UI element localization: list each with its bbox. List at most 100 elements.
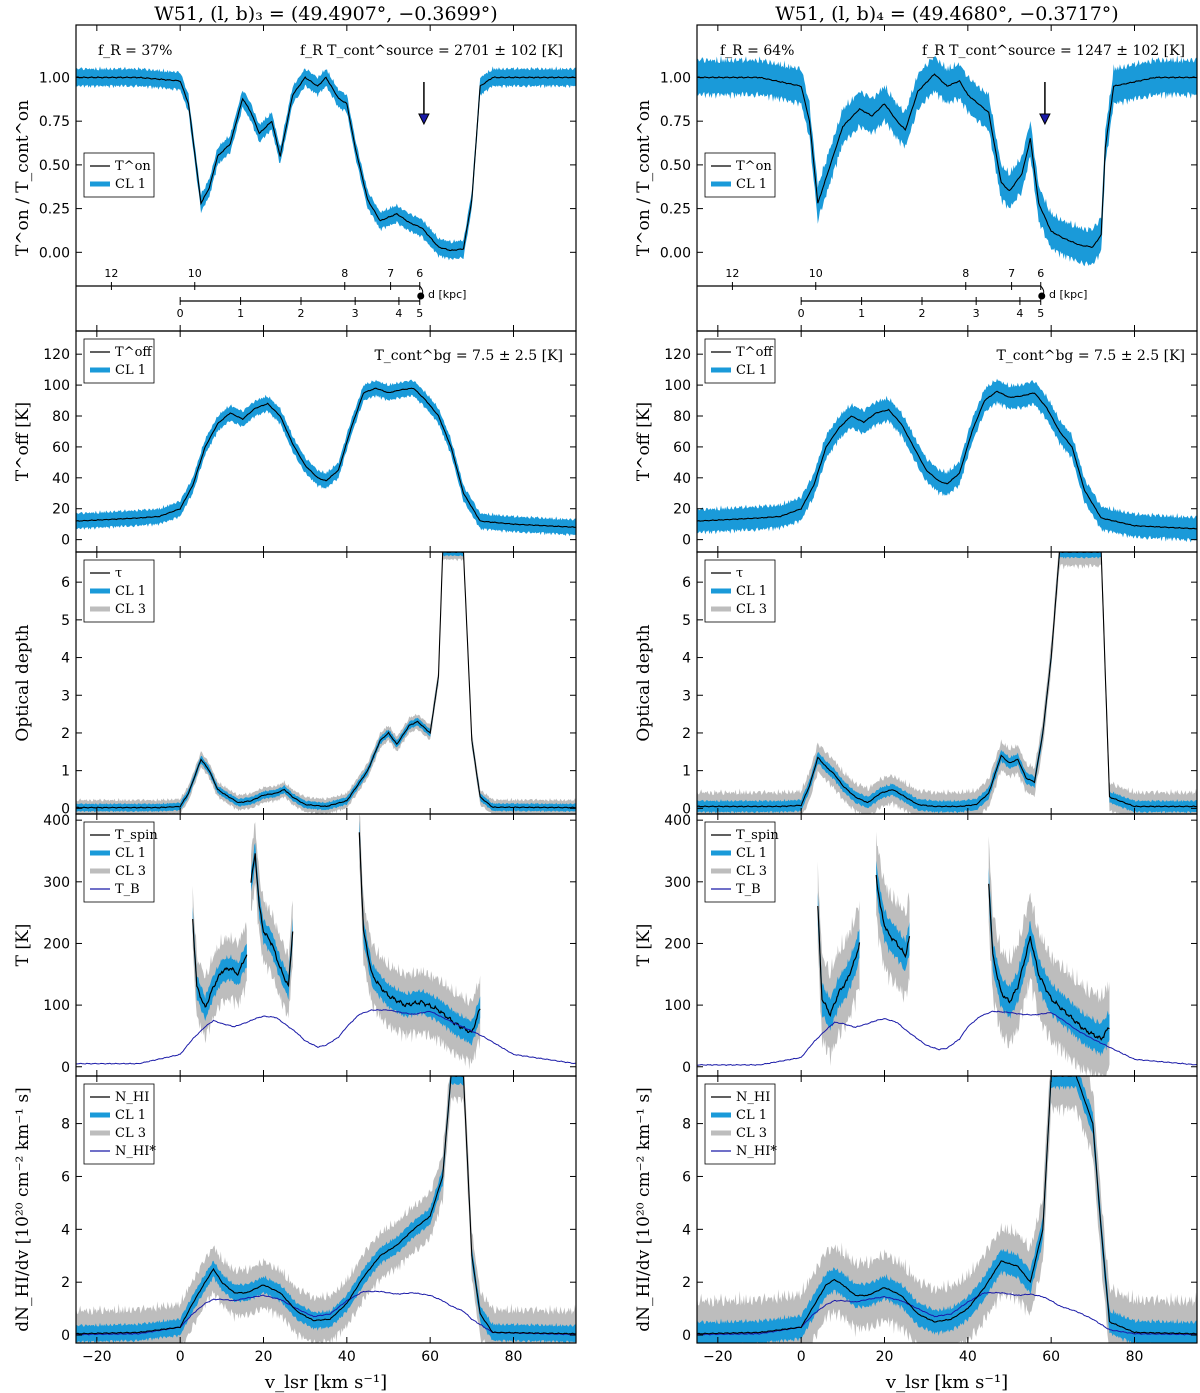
left-r4-legend-label: T_B (115, 882, 140, 897)
left-r1-far-tick-label: 10 (188, 267, 202, 280)
left-r1-far-tick-label: 12 (104, 267, 118, 280)
left-r1-near-tick-label: 2 (298, 307, 305, 320)
left-r1-ytick-label: 0.75 (39, 114, 70, 130)
right-r2-legend-box (704, 338, 776, 384)
right-r4-ytick-label: 300 (664, 875, 691, 891)
left-r3-legend-label: τ (115, 566, 122, 581)
right-r3-ytick-label: 3 (682, 688, 691, 704)
right-r4-legend-label: CL 3 (736, 864, 767, 879)
right-r2-ytick-label: 80 (673, 409, 691, 425)
right-title: W51, (l, b)₄ = (49.4680°, −0.3717°) (775, 3, 1118, 25)
right-r1-near-tick-label: 1 (858, 307, 865, 320)
left-r3-ytick-label: 2 (61, 726, 70, 742)
left-r1-plot (76, 66, 576, 261)
left-r1-cl1-band (76, 66, 576, 261)
right-r1-ytick-label: 1.00 (660, 70, 691, 86)
left-r2-ytick-label: 60 (52, 440, 70, 456)
left-r1-far-tick-label: 6 (416, 267, 423, 280)
left-r5-legend-label: N_HI (115, 1090, 149, 1105)
left-r5-ytick-label: 6 (61, 1169, 70, 1185)
left-r4-ytick-label: 300 (43, 875, 70, 891)
left-r5-xtick-label: 20 (255, 1349, 273, 1365)
right-r5-ylabel: dN_HI/dv [10²⁰ cm⁻² km⁻¹ s] (634, 1087, 654, 1332)
right-r4-ytick-label: 100 (664, 998, 691, 1014)
left-r5-plot (76, 1076, 576, 1343)
left-r1-legend-box (83, 152, 155, 198)
left-r4-plot (76, 814, 576, 1070)
right-r4-legend-label: T_spin (736, 828, 779, 843)
right-r3-plot (697, 552, 1197, 814)
right-r3-ytick-label: 1 (682, 764, 691, 780)
left-frt-label: f_R T_cont^source = 2701 ± 102 [K] (300, 43, 563, 59)
right-r4-tspin-line (817, 905, 861, 1017)
right-r2-ytick-label: 40 (673, 471, 691, 487)
left-r2-legend-box (83, 338, 155, 384)
left-r5-frame (75, 1075, 577, 1344)
left-r3-legend-label: CL 3 (115, 602, 146, 617)
right-r1-ytick-label: 0.75 (660, 114, 691, 130)
data-layer (76, 55, 1197, 1343)
left-r5-xtick-label: 80 (505, 1349, 523, 1365)
right-r1-near-tick-label: 5 (1037, 307, 1044, 320)
left-r5-cl3-band (76, 1076, 576, 1343)
right-fr-label: f_R = 64% (720, 43, 794, 59)
right-r1-plot (697, 55, 1197, 267)
left-r3-ytick-label: 4 (61, 651, 70, 667)
right-r4-ytick-label: 400 (664, 813, 691, 829)
right-r5-plot (697, 1076, 1197, 1343)
right-r1-legend-label: T^on (736, 159, 772, 174)
right-r1-legend-label: CL 1 (736, 177, 767, 192)
right-r4-tspin-cl1-band (988, 867, 1110, 1057)
left-r4-ylabel: T [K] (13, 924, 33, 967)
right-r3-legend-label: CL 1 (736, 584, 767, 599)
right-distance-label: d [kpc] (1049, 288, 1087, 301)
left-r5-xtick-label: 60 (421, 1349, 439, 1365)
left-r4-legend-label: CL 3 (115, 864, 146, 879)
right-r4-ylabel: T [K] (634, 924, 654, 967)
left-r5-ytick-label: 8 (61, 1117, 70, 1133)
right-r5-main-line (697, 1076, 1197, 1335)
left-r4-ytick-label: 200 (43, 936, 70, 952)
left-r5-legend-label: N_HI* (115, 1144, 156, 1159)
left-r1-ylabel: T^on / T_cont^on (13, 100, 33, 256)
right-r1-near-tick-label: 4 (1016, 307, 1023, 320)
right-r5-ytick-label: 2 (682, 1275, 691, 1291)
left-r2-cl1-band (76, 379, 576, 537)
left-r2-legend-label: CL 1 (115, 363, 146, 378)
left-tbg-label: T_cont^bg = 7.5 ± 2.5 [K] (374, 348, 563, 364)
left-r4-tspin-line (192, 918, 248, 1008)
left-r2-ytick-label: 80 (52, 409, 70, 425)
left-r1-legend-label: T^on (115, 159, 151, 174)
left-r1-near-tick-label: 1 (237, 307, 244, 320)
left-r4-tspin-line (250, 853, 294, 988)
right-r5-legend-label: CL 1 (736, 1108, 767, 1123)
right-r5-frame (696, 1075, 1198, 1344)
right-r3-legend-label: τ (736, 566, 743, 581)
right-r5-legend-label: N_HI (736, 1090, 770, 1105)
right-tbg-label: T_cont^bg = 7.5 ± 2.5 [K] (996, 348, 1185, 364)
right-r4-legend-label: T_B (736, 882, 761, 897)
right-r5-legend-label: N_HI* (736, 1144, 777, 1159)
right-r1-near-tick-label: 2 (919, 307, 926, 320)
left-r4-tspin-line (358, 832, 481, 1034)
left-r2-ytick-label: 0 (61, 533, 70, 549)
right-frt-label: f_R T_cont^source = 1247 ± 102 [K] (922, 43, 1185, 59)
right-r2-ylabel: T^off [K] (634, 402, 654, 481)
right-r2-legend-label: T^off (736, 345, 774, 360)
right-r1-legend-box (704, 152, 776, 198)
right-r4-ytick-label: 200 (664, 936, 691, 952)
right-r1-far-tick-label: 6 (1037, 267, 1044, 280)
right-r1-far-tick-label: 10 (809, 267, 823, 280)
left-xlabel: v_lsr [km s⁻¹] (264, 1372, 387, 1393)
left-r3-main-line (76, 552, 576, 809)
left-r1-far-tick-label: 8 (341, 267, 348, 280)
right-r3-cl3-band (697, 552, 1197, 814)
left-r5-ytick-label: 0 (61, 1328, 70, 1344)
right-r4-tspin-cl1-band (876, 860, 910, 971)
right-r1-main-line (697, 73, 1197, 248)
right-r3-main-line (697, 552, 1197, 808)
right-r5-legend-label: CL 3 (736, 1126, 767, 1141)
right-r1-ytick-label: 0.25 (660, 202, 691, 218)
right-r5-cl3-band (697, 1076, 1197, 1343)
right-r1-near-tick-label: 3 (973, 307, 980, 320)
